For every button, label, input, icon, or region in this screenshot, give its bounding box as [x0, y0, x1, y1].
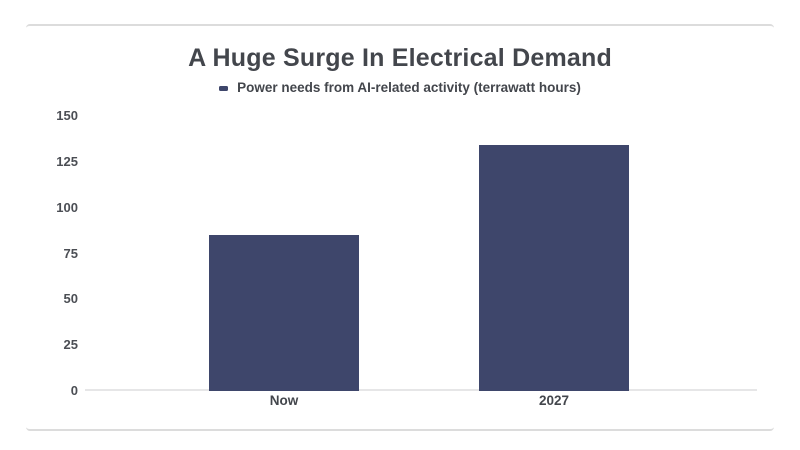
- x-tick-label: 2027: [538, 393, 570, 408]
- legend-marker-icon: [219, 85, 229, 91]
- y-tick-label: 150: [56, 108, 78, 123]
- chart-title: A Huge Surge In Electrical Demand: [188, 44, 612, 72]
- x-axis-line: [85, 389, 757, 391]
- y-tick-label: 0: [70, 383, 78, 398]
- chart-card: [26, 24, 774, 431]
- x-tick-label: Now: [269, 393, 299, 408]
- chart-legend: Power needs from AI-related activity (te…: [0, 80, 800, 95]
- bar-2027: [479, 145, 629, 391]
- legend-label: Power needs from AI-related activity (te…: [237, 80, 581, 95]
- bar-now: [209, 235, 359, 391]
- y-tick-label: 125: [56, 153, 78, 169]
- y-tick-label: 75: [63, 245, 78, 261]
- y-tick-label: 100: [56, 199, 78, 215]
- y-tick-label: 50: [63, 291, 78, 307]
- y-tick-label: 25: [63, 337, 78, 353]
